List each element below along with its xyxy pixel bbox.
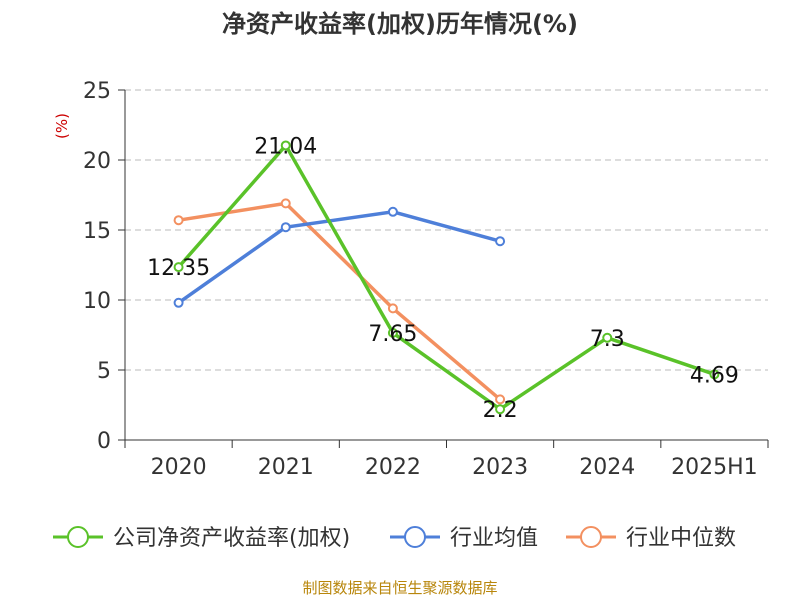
series-line xyxy=(176,143,717,411)
y-axis-unit: (%) xyxy=(53,113,71,139)
data-label: 21.04 xyxy=(254,134,317,159)
x-tick-label: 2020 xyxy=(151,455,207,480)
data-label: 7.65 xyxy=(368,322,417,347)
data-point xyxy=(709,369,720,380)
x-tick-label: 2025H1 xyxy=(671,455,758,480)
legend-marker xyxy=(404,526,426,548)
x-tick-label: 2023 xyxy=(472,455,528,480)
data-point xyxy=(387,327,398,338)
chart-title: 净资产收益率(加权)历年情况(%) xyxy=(222,10,578,38)
y-tick-label: 5 xyxy=(97,359,111,384)
data-point xyxy=(280,222,291,233)
y-tick-label: 15 xyxy=(83,219,111,244)
legend: 公司净资产收益率(加权) 行业均值 行业中位数 xyxy=(53,526,736,551)
data-point xyxy=(173,297,184,308)
data-label: 4.69 xyxy=(690,363,739,388)
source-note: 制图数据来自恒生聚源数据库 xyxy=(302,579,497,597)
data-labels: 12.35 21.04 7.65 2.2 7.3 4.69 xyxy=(147,134,739,423)
y-tick-label: 20 xyxy=(83,149,111,174)
series-lines xyxy=(173,140,720,415)
series-line xyxy=(176,210,502,305)
data-point xyxy=(280,140,291,151)
data-label: 7.3 xyxy=(590,327,625,352)
legend-marker xyxy=(580,526,602,548)
gridlines xyxy=(125,89,768,371)
data-point xyxy=(173,262,184,273)
series-line xyxy=(176,201,502,402)
legend-marker xyxy=(67,526,89,548)
y-tick-label: 0 xyxy=(97,429,111,454)
x-tick-label: 2022 xyxy=(365,455,421,480)
data-point xyxy=(280,198,291,209)
data-point xyxy=(173,215,184,226)
legend-label: 公司净资产收益率(加权) xyxy=(113,526,350,551)
legend-label: 行业中位数 xyxy=(626,526,736,551)
data-label: 12.35 xyxy=(147,256,210,281)
y-tick-label: 10 xyxy=(83,289,111,314)
data-point xyxy=(495,404,506,415)
data-point xyxy=(495,236,506,247)
x-tick-label: 2021 xyxy=(258,455,314,480)
data-point xyxy=(495,394,506,405)
data-point xyxy=(602,332,613,343)
data-point xyxy=(387,206,398,217)
axes: 0 5 10 15 20 25 2020 2021 2022 2023 2024 2025H1 xyxy=(83,79,769,480)
legend-label: 行业均值 xyxy=(450,526,538,551)
y-tick-label: 25 xyxy=(83,79,111,104)
data-label: 2.2 xyxy=(483,398,518,423)
data-point xyxy=(387,303,398,314)
x-tick-label: 2024 xyxy=(579,455,635,480)
